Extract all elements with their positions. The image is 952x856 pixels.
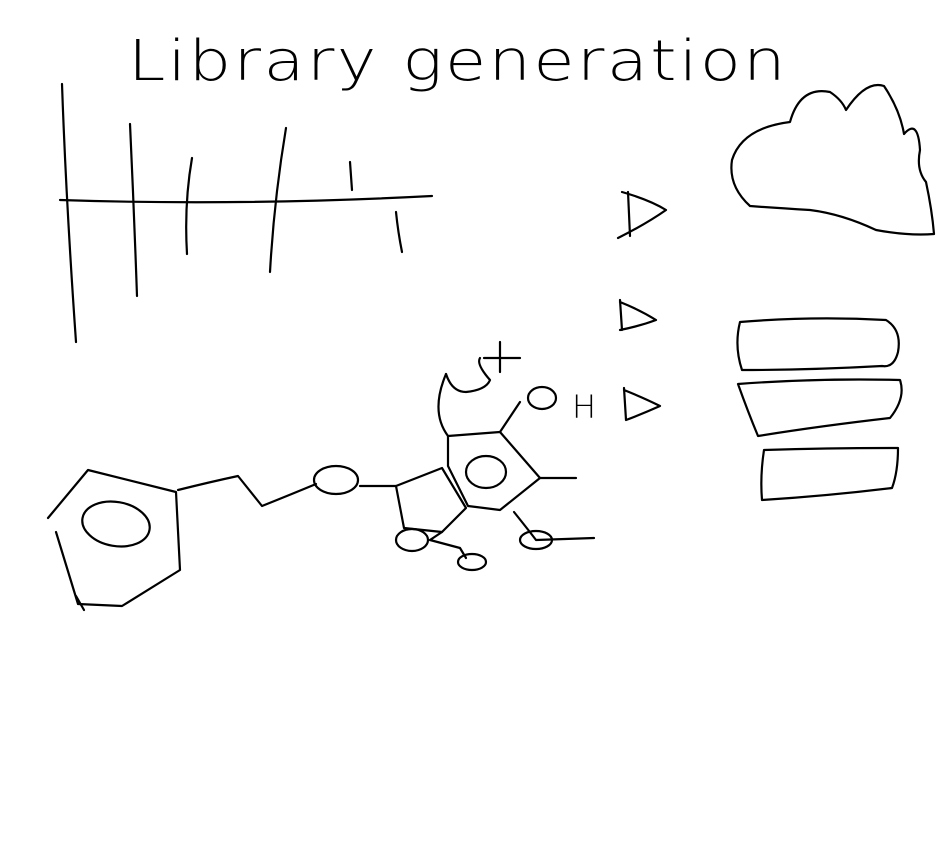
atom-node: [518, 529, 554, 551]
atom-node: [312, 464, 360, 496]
substituent-scribble: [444, 340, 522, 394]
play-arrow-icon: [616, 190, 668, 240]
bond: [512, 510, 596, 542]
ring-left-tail: [74, 594, 86, 612]
atom-node: [456, 552, 488, 572]
arrow-icons: [616, 190, 668, 422]
play-arrow-icon: [622, 386, 662, 422]
atom-node: [394, 527, 430, 553]
bond: [498, 400, 522, 434]
bond: [428, 538, 468, 560]
ring-left: [46, 468, 182, 608]
fragment-line-left: [60, 82, 78, 344]
bond: [428, 530, 444, 542]
fragment-mark-4: [348, 160, 354, 192]
ring-left-center: [81, 500, 151, 548]
cloud-icon: [730, 83, 936, 236]
molecule-sketch: [46, 340, 596, 612]
diagram-title: Library generation: [128, 29, 788, 94]
fragment-mark-3: [268, 126, 288, 274]
atom-node: [526, 385, 558, 411]
ring-pentagon: [394, 466, 468, 534]
ring-hexagon: [446, 430, 542, 512]
fragment-mark-5: [394, 210, 404, 254]
fragment-mark-1: [128, 122, 139, 298]
baseline-axis: [58, 194, 434, 204]
library-box: [760, 446, 900, 502]
ring-hexagon-center: [464, 454, 508, 490]
h-label: H: [572, 388, 596, 426]
bond: [437, 372, 450, 438]
fragment-mark-2: [185, 156, 194, 256]
play-arrow-icon: [618, 298, 658, 332]
stacked-library-boxes: [736, 317, 903, 502]
library-box: [736, 378, 903, 438]
linker-chain: [176, 474, 318, 508]
sequence-fragments-sketch: [58, 82, 434, 344]
library-box: [736, 317, 900, 372]
